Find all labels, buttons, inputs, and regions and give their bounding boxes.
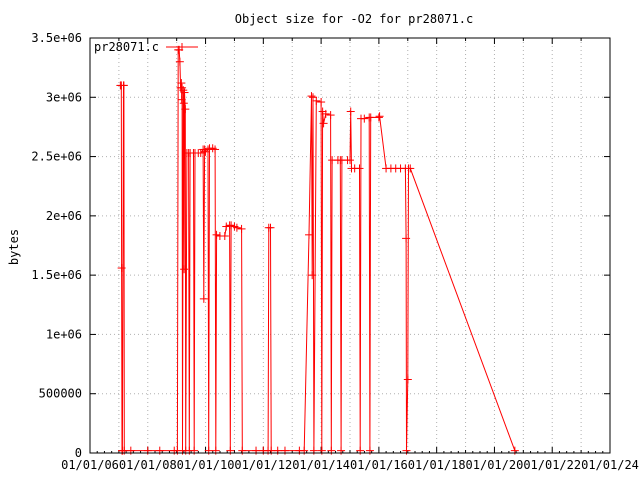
y-tick-label: 2e+06	[46, 209, 82, 223]
y-tick-label: 500000	[39, 387, 82, 401]
legend: pr28071.c	[94, 40, 198, 54]
x-tick-label: 01/01/24	[581, 458, 639, 472]
x-tick-label: 01/01/14	[292, 458, 350, 472]
y-tick-label: 1.5e+06	[31, 268, 82, 282]
y-tick-label: 2.5e+06	[31, 150, 82, 164]
y-tick-label: 0	[75, 446, 82, 460]
y-tick-label: 1e+06	[46, 327, 82, 341]
y-axis-label: bytes	[7, 229, 21, 265]
x-tick-label: 01/01/22	[523, 458, 581, 472]
series-layer	[116, 45, 519, 455]
series-line	[120, 49, 516, 452]
legend-label: pr28071.c	[94, 40, 159, 54]
y-tick-label: 3.5e+06	[31, 31, 82, 45]
y-tick-label: 3e+06	[46, 90, 82, 104]
grid-layer	[90, 38, 610, 453]
x-tick-label: 01/01/20	[466, 458, 524, 472]
x-tick-label: 01/01/08	[119, 458, 177, 472]
x-tick-label: 01/01/18	[408, 458, 466, 472]
plot-frame	[89, 37, 611, 454]
chart-title: Object size for -O2 for pr28071.c	[235, 12, 473, 26]
x-tick-label: 01/01/12	[234, 458, 292, 472]
x-tick-label: 01/01/06	[61, 458, 119, 472]
x-tick-label: 01/01/16	[350, 458, 408, 472]
x-tick-label: 01/01/10	[177, 458, 235, 472]
